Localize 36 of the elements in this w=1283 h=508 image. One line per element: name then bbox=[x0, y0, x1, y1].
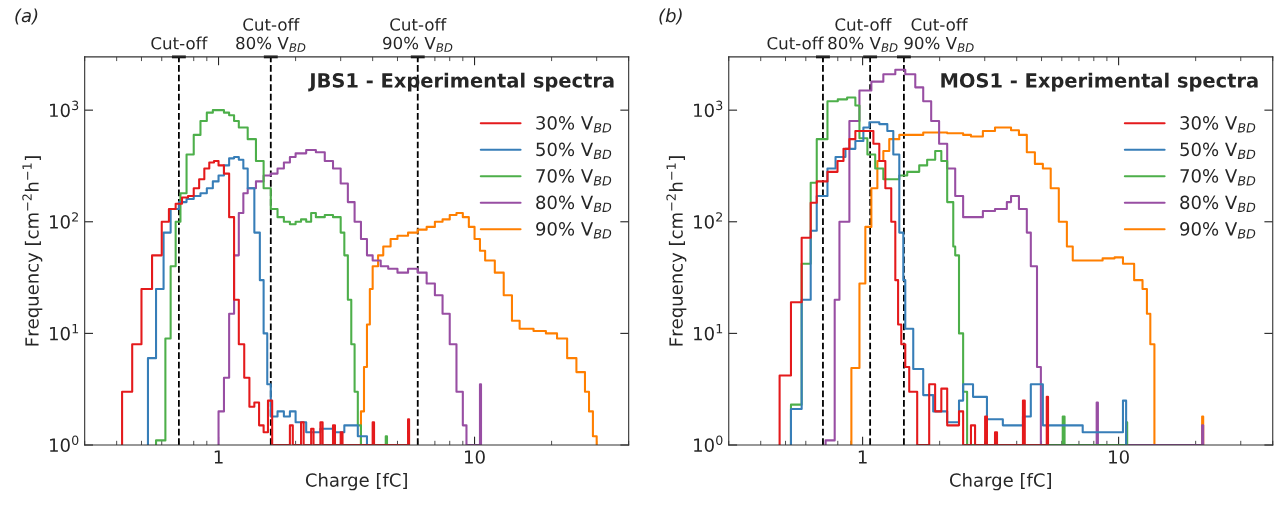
y-axis-title: Frequency [cm$^{−2}$h$^{−1}$] bbox=[666, 156, 687, 346]
legend-label: 30% V$_{BD}$ bbox=[1180, 116, 1256, 133]
text: JBS1 - Experimental spectra bbox=[308, 72, 614, 92]
legend-label: 90% V$_{BD}$ bbox=[536, 222, 612, 239]
y-tick-label: 10$^{0}$ bbox=[694, 435, 723, 452]
y-tick-label: 10$^{2}$ bbox=[50, 212, 78, 229]
y-axis-title: Frequency [cm$^{−2}$h$^{−1}$] bbox=[22, 156, 43, 346]
y-tick-label: 10$^{0}$ bbox=[50, 435, 79, 452]
ref-line-label: Cut-off 90% V$_{BD}$ bbox=[904, 17, 974, 52]
legend-label: 80% V$_{BD}$ bbox=[536, 195, 612, 212]
ref-line-label: Cut-off 90% V$_{BD}$ bbox=[383, 17, 453, 52]
text: (b) bbox=[659, 8, 682, 25]
legend-label: 50% V$_{BD}$ bbox=[536, 142, 612, 159]
y-tick-label: 10$^{3}$ bbox=[694, 100, 723, 118]
x-axis-title: Charge [fC] bbox=[305, 472, 407, 491]
y-tick-label: 10$^{2}$ bbox=[694, 212, 723, 229]
legend-label: 70% V$_{BD}$ bbox=[536, 169, 612, 186]
legend-label: 50% V$_{BD}$ bbox=[1180, 142, 1256, 159]
y-tick-label: 10$^{1}$ bbox=[694, 324, 723, 341]
ref-line-label: Cut-off bbox=[767, 36, 824, 50]
x-tick-label: 10 bbox=[465, 450, 485, 464]
legend-label: 80% V$_{BD}$ bbox=[1180, 195, 1256, 212]
x-tick-label: 1 bbox=[858, 450, 867, 464]
x-tick-label: 1 bbox=[214, 450, 223, 464]
y-tick-label: 10$^{3}$ bbox=[50, 100, 79, 118]
text: (a) bbox=[15, 8, 38, 25]
legend-label: 30% V$_{BD}$ bbox=[536, 116, 612, 133]
text: MOS1 - Experimental spectra bbox=[941, 72, 1258, 92]
ref-line-label: Cut-off 80% V$_{BD}$ bbox=[236, 17, 306, 52]
x-tick-label: 10 bbox=[1109, 450, 1129, 464]
ref-line-label: Cut-off bbox=[151, 36, 208, 50]
legend-label: 70% V$_{BD}$ bbox=[1180, 169, 1256, 186]
y-tick-label: 10$^{1}$ bbox=[50, 324, 79, 341]
x-axis-title: Charge [fC] bbox=[949, 472, 1051, 491]
legend-label: 90% V$_{BD}$ bbox=[1180, 222, 1256, 239]
ref-line-label: Cut-off 80% V$_{BD}$ bbox=[828, 17, 898, 52]
